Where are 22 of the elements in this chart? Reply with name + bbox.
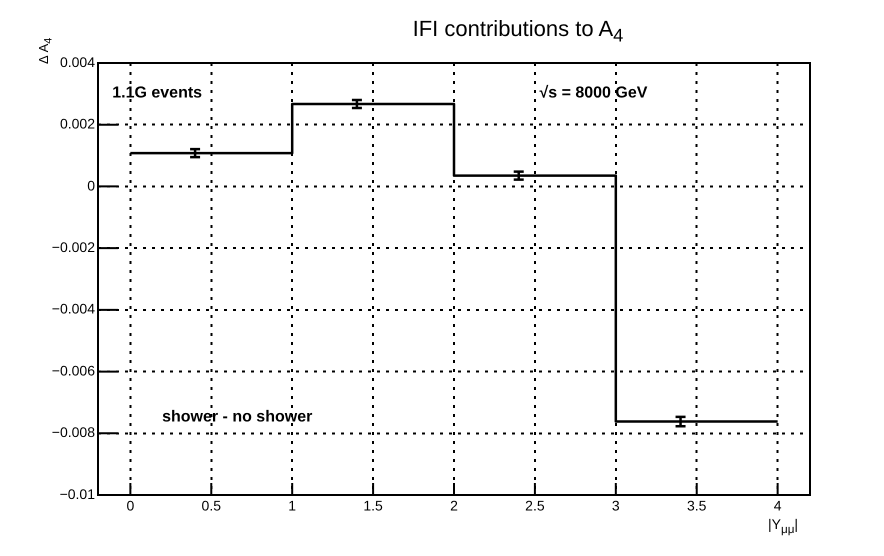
x-tick-label: 2.5	[525, 497, 545, 514]
x-tick-label: 0.5	[202, 497, 222, 514]
x-axis-title: |Y$_{μμ}$|	[768, 516, 798, 536]
y-tick-label: −0.01	[60, 486, 96, 502]
x-tick-label: 1	[288, 497, 296, 514]
y-tick-label: −0.008	[52, 424, 96, 440]
x-tick-label: 1.5	[363, 497, 384, 514]
y-tick-label: 0	[87, 177, 96, 194]
y-tick-label: 0.002	[60, 116, 96, 132]
chart-title: IFI contributions to A$_{4}$	[412, 16, 624, 46]
y-tick-label: −0.002	[52, 239, 96, 255]
y-tick-label: 0.004	[60, 54, 96, 70]
x-tick-label: 3	[612, 497, 620, 514]
annotation: √s = 8000 GeV	[539, 84, 648, 102]
x-tick-label: 0	[126, 497, 134, 514]
annotation: 1.1G events	[112, 84, 202, 102]
y-tick-label: −0.004	[52, 300, 96, 317]
x-tick-label: 4	[774, 497, 782, 514]
x-tick-label: 2	[450, 497, 458, 514]
annotation: shower - no shower	[162, 408, 312, 426]
x-tick-label: 3.5	[686, 497, 707, 514]
y-tick-label: −0.006	[52, 362, 96, 378]
